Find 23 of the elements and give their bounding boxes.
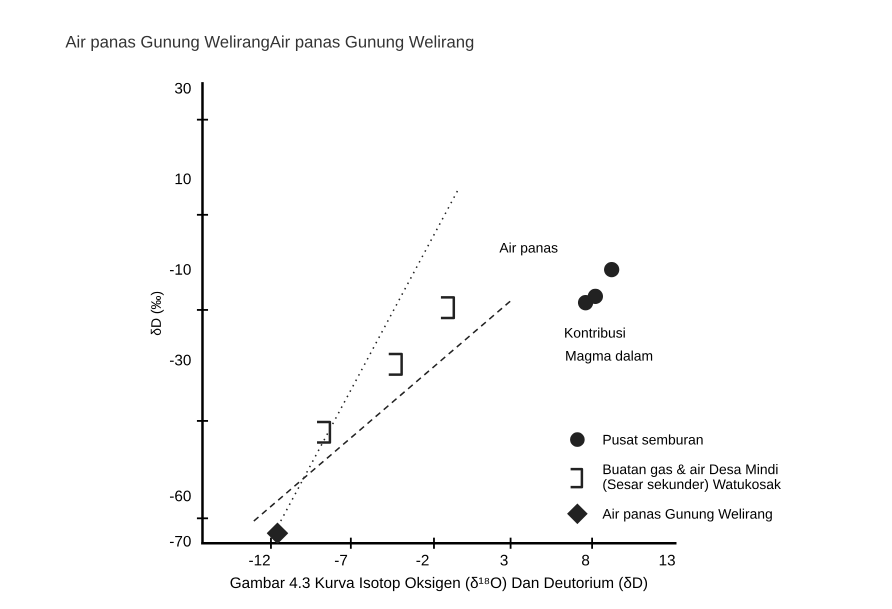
y-tick-label: -10: [170, 264, 191, 275]
x-tick-label: 3: [500, 554, 508, 566]
x-tick-label: 13: [660, 554, 675, 566]
annotation: Kontribusi: [565, 328, 625, 338]
chart-title: Air panas Gunung WelirangAir panas Gunung Welirang: [65, 35, 474, 51]
legend-label: Air panas Gunung Welirang: [602, 508, 772, 522]
point: [588, 288, 603, 304]
y-tick-label: 10: [176, 173, 191, 184]
x-tick-label: -2: [416, 554, 429, 566]
annotation: Air panas: [499, 242, 558, 256]
y-axis-title: δD (‰): [150, 292, 164, 336]
legend-label: Buatan gas & air Desa Mindi (Sesar sekunder) Watukosak: [603, 464, 781, 492]
annotation: Magma dalam: [566, 350, 652, 364]
y-tick-label: -70: [170, 536, 191, 547]
point: [604, 262, 620, 278]
x-axis-title: Gambar 4.3 Kurva Isotop Oksigen (δ¹⁸O) Dan Deutorium (δD): [230, 576, 648, 592]
x-tick-label: -7: [334, 554, 348, 566]
x-tick-label: -12: [249, 554, 270, 566]
y-tick-label: 30: [174, 82, 191, 94]
legend-label: Pusat semburan: [604, 434, 703, 445]
y-tick-label: -60: [170, 490, 191, 502]
x-tick-label: 8: [582, 554, 590, 566]
y-tick-label: -30: [170, 354, 191, 366]
